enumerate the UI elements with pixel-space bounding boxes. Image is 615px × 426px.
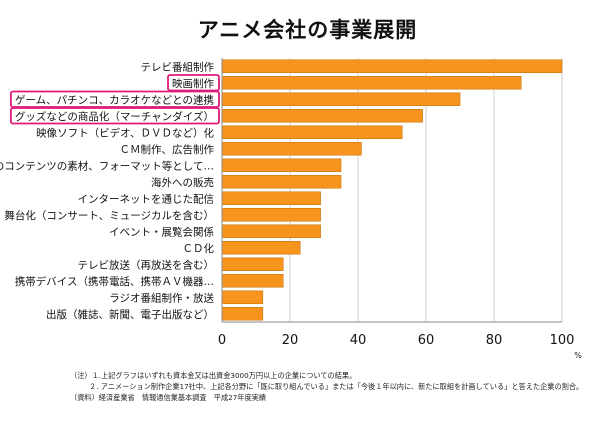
bar: [221, 274, 284, 288]
category-label: インターネットを通じた配信: [78, 193, 215, 205]
highlight-box: [10, 107, 220, 125]
bar: [221, 142, 362, 156]
category-label: ラジオ番組制作・放送: [109, 291, 214, 304]
category-label: イベント・展覧会関係: [109, 225, 214, 238]
bar: [221, 224, 321, 238]
bars: [221, 59, 563, 321]
x-unit-label: %: [574, 351, 582, 360]
category-label: テレビ番組制作: [141, 60, 215, 73]
category-label: 出版（雑誌、新聞、電子出版など）: [46, 308, 214, 321]
bar: [221, 59, 563, 73]
x-tick-label: 40: [350, 333, 367, 348]
note-line-2: ２. アニメーション制作企業17社中、上記各分野に「既に取り組んでいる」または「…: [89, 382, 584, 391]
bar: [221, 208, 321, 222]
category-label: 他のコンテンツの素材、フォーマット等として…: [0, 159, 214, 172]
bar: [221, 125, 403, 139]
x-tick-label: 80: [486, 333, 503, 348]
bar: [221, 76, 522, 90]
highlight-boxes: [10, 74, 220, 125]
bar: [221, 92, 461, 106]
category-label: ゲーム、パチンコ、カラオケなどとの連携: [15, 93, 214, 106]
x-tick-label: 20: [282, 333, 299, 348]
bar: [221, 109, 423, 123]
category-label: グッズなどの商品化（マーチャンダイズ）: [15, 110, 214, 123]
note-line-1: （注）１.上記グラフはいずれも資本金又は出資金3000万円以上の企業についての結…: [70, 371, 357, 380]
footnotes: （注）１.上記グラフはいずれも資本金又は出資金3000万円以上の企業についての結…: [70, 370, 610, 403]
x-tick-label: 60: [418, 333, 435, 348]
category-label: テレビ放送（再放送を含む）: [78, 258, 215, 271]
category-label: 海外への販売: [151, 176, 214, 189]
bar: [221, 290, 264, 304]
bar: [221, 175, 342, 189]
category-labels: テレビ番組制作映画制作ゲーム、パチンコ、カラオケなどとの連携グッズなどの商品化（…: [0, 60, 214, 321]
category-label: 舞台化（コンサート、ミュージカルを含む）: [4, 209, 214, 222]
x-tick-label: 100: [550, 333, 575, 348]
x-axis: 0 20 40 60 80 100%: [218, 58, 582, 360]
bar: [221, 257, 284, 271]
category-label: 映像ソフト（ビデオ、ＤＶＤなど）化: [36, 126, 214, 139]
x-tick-label: 0: [218, 333, 226, 348]
highlight-box: [10, 90, 220, 108]
bar: [221, 191, 321, 205]
bar: [221, 307, 264, 321]
bar: [221, 158, 342, 172]
bar-chart: テレビ番組制作映画制作ゲーム、パチンコ、カラオケなどとの連携グッズなどの商品化（…: [0, 58, 582, 360]
bar: [221, 241, 301, 255]
chart-title: アニメ会社の事業展開: [197, 18, 418, 42]
category-label: ＣＤ化: [183, 242, 215, 255]
category-label: 携帯デバイス（携帯電話、携帯ＡＶ機器…: [15, 275, 214, 288]
note-source: （資料）経済産業省 情報通信業基本調査 平成27年度実績: [70, 393, 267, 402]
highlight-box: [167, 74, 220, 92]
category-label: ＣＭ制作、広告制作: [120, 143, 215, 156]
category-label: 映画制作: [172, 77, 214, 90]
